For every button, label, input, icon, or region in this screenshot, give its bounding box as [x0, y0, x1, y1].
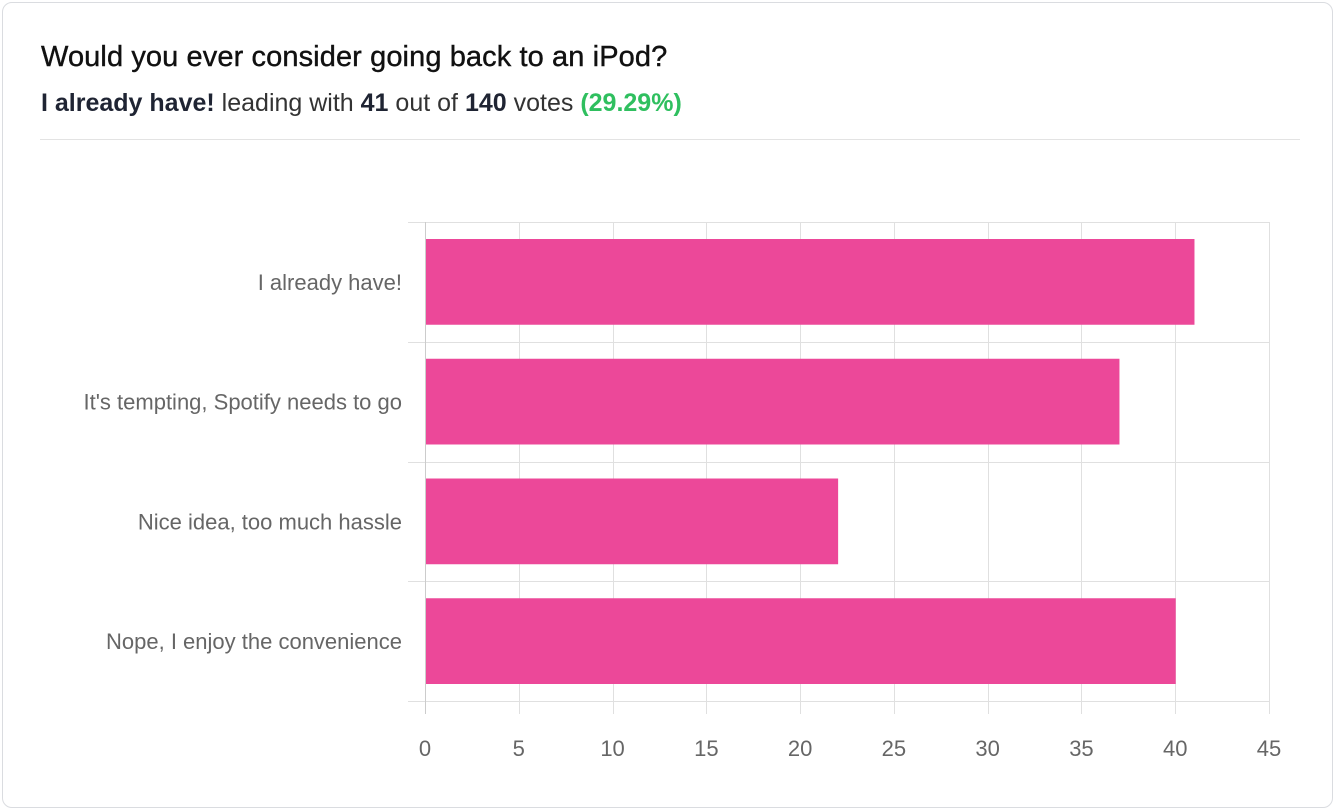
leader-option: I already have!	[41, 89, 215, 117]
category-label: Nope, I enjoy the convenience	[106, 629, 402, 654]
leader-votes: 41	[360, 89, 389, 117]
x-tick-label: 0	[419, 736, 431, 761]
leading-with-text: leading with	[221, 89, 354, 117]
bar	[425, 239, 1195, 325]
category-label: It's tempting, Spotify needs to go	[84, 390, 403, 415]
x-tick-label: 45	[1257, 736, 1281, 761]
x-tick-label: 25	[882, 736, 906, 761]
x-tick-label: 5	[513, 736, 525, 761]
x-tick-label: 20	[788, 736, 812, 761]
x-tick-label: 10	[600, 736, 624, 761]
bar	[425, 358, 1120, 445]
x-tick-label: 40	[1163, 736, 1187, 761]
category-label: I already have!	[258, 270, 402, 295]
poll-summary: I already have! leading with 41 out of 1…	[41, 89, 682, 118]
bar	[425, 478, 839, 565]
votes-text: votes	[513, 89, 574, 117]
x-tick-label: 30	[975, 736, 999, 761]
category-label: Nice idea, too much hassle	[138, 509, 402, 534]
header-divider	[40, 139, 1300, 140]
out-of-text: out of	[395, 89, 458, 117]
poll-title: Would you ever consider going back to an…	[41, 41, 668, 73]
x-tick-label: 35	[1069, 736, 1093, 761]
bar	[425, 598, 1176, 684]
leader-percent: (29.29%)	[580, 89, 682, 117]
total-votes: 140	[464, 89, 507, 117]
x-tick-label: 15	[694, 736, 718, 761]
